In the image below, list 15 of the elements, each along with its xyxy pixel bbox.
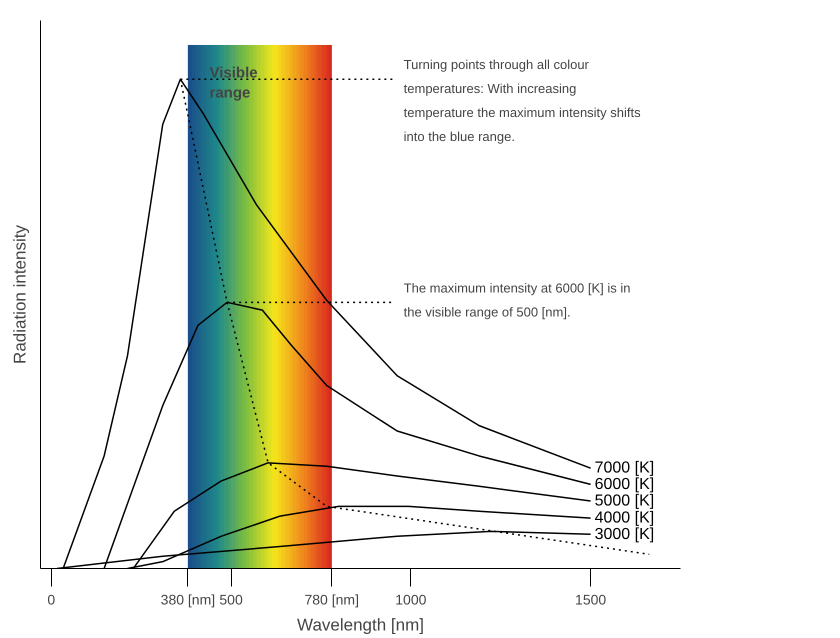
x-tick-label: 380 [nm] [160, 592, 216, 608]
x-tick-label: 780 [nm] [304, 592, 359, 608]
series-label: 4000 [K] [594, 510, 654, 527]
x-axis-title: Wavelength [nm] [297, 616, 424, 634]
x-tick-label: 1000 [395, 592, 427, 608]
x-tick-label: 0 [47, 592, 56, 608]
series-label: 3000 [K] [594, 526, 654, 543]
series-label: 5000 [K] [594, 492, 654, 510]
y-axis-title: Radiation intensity [10, 224, 30, 364]
x-tick-label: 500 [219, 592, 243, 608]
annotation: The maximum intensity at 6000 [K] is in the visible range of 500 [nm]. [404, 280, 631, 320]
series-label: 7000 [K] [594, 460, 654, 477]
annotation: Turning points through all colour temperatures: With increasing temperature the maximum intensity shifts into the blue range. [404, 57, 642, 144]
series-label: 6000 [K] [594, 476, 654, 493]
x-tick-label: 1500 [575, 592, 606, 608]
